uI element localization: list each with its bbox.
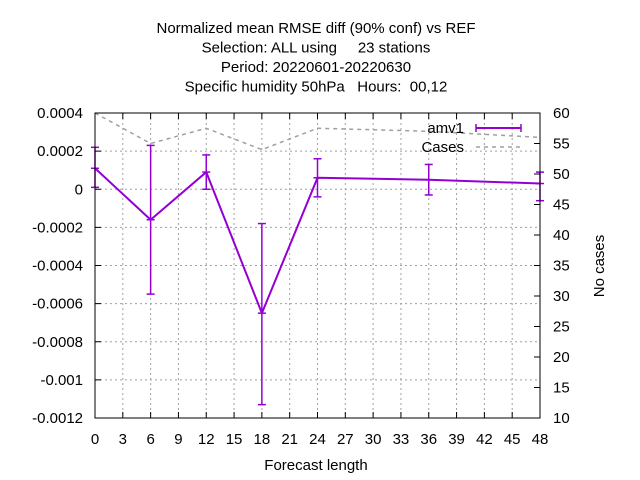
y-tick-label: 0.0004 [37, 105, 83, 122]
y2-tick-label: 45 [553, 197, 570, 214]
y-tick-label: 0 [75, 181, 83, 198]
x-tick-label: 48 [532, 431, 549, 448]
y2-tick-label: 20 [553, 349, 570, 366]
y-tick-label: -0.0004 [32, 258, 83, 275]
y2-tick-label: 35 [553, 258, 570, 275]
axis-labels: Forecast length No cases [264, 235, 608, 474]
x-tick-label: 33 [393, 431, 410, 448]
y2-tick-label: 15 [553, 380, 570, 397]
x-axis-label: Forecast length [264, 457, 367, 474]
x-tick-label: 24 [309, 431, 326, 448]
x-tick-label: 30 [365, 431, 382, 448]
y2-tick-label: 10 [553, 410, 570, 427]
x-tick-label: 45 [504, 431, 521, 448]
legend: amv1 Cases [421, 120, 522, 156]
x-tick-label: 27 [337, 431, 354, 448]
x-tick-label: 0 [91, 431, 99, 448]
x-tick-label: 39 [448, 431, 465, 448]
y2-tick-label: 50 [553, 166, 570, 183]
x-tick-label: 3 [119, 431, 127, 448]
x-tick-label: 15 [226, 431, 243, 448]
y2-tick-label: 60 [553, 105, 570, 122]
y-tick-label: -0.0012 [32, 410, 83, 427]
x-tick-label: 12 [198, 431, 215, 448]
x-tick-label: 18 [254, 431, 271, 448]
y2-tick-label: 40 [553, 227, 570, 244]
y2-axis-label: No cases [591, 235, 608, 298]
x-tick-label: 36 [420, 431, 437, 448]
y-tick-label: -0.001 [40, 372, 83, 389]
y2-tick-label: 25 [553, 319, 570, 336]
title-line: Period: 20220601-20220630 [221, 59, 411, 76]
axis-ticks: 0 3 6 9 12 15 18 21 24 27 30 33 36 39 42 45 480.00040.00… [32, 105, 570, 448]
x-tick-label: 6 [146, 431, 154, 448]
x-tick-label: 9 [174, 431, 182, 448]
y-tick-label: -0.0002 [32, 219, 83, 236]
y-tick-label: -0.0008 [32, 334, 83, 351]
x-tick-label: 42 [476, 431, 493, 448]
y-tick-label: -0.0006 [32, 296, 83, 313]
x-tick-label: 21 [281, 431, 298, 448]
title-line: Normalized mean RMSE diff (90% conf) vs … [157, 20, 476, 37]
legend-label-amv1: amv1 [427, 120, 464, 137]
legend-label-cases: Cases [421, 139, 464, 156]
title-line: Selection: ALL using 23 stations [202, 40, 431, 57]
title-line: Specific humidity 50hPa Hours: 00,12 [185, 79, 448, 96]
y-tick-label: 0.0002 [37, 143, 83, 160]
chart-title: Normalized mean RMSE diff (90% conf) vs … [157, 20, 476, 96]
y2-tick-label: 30 [553, 288, 570, 305]
y2-tick-label: 55 [553, 136, 570, 153]
